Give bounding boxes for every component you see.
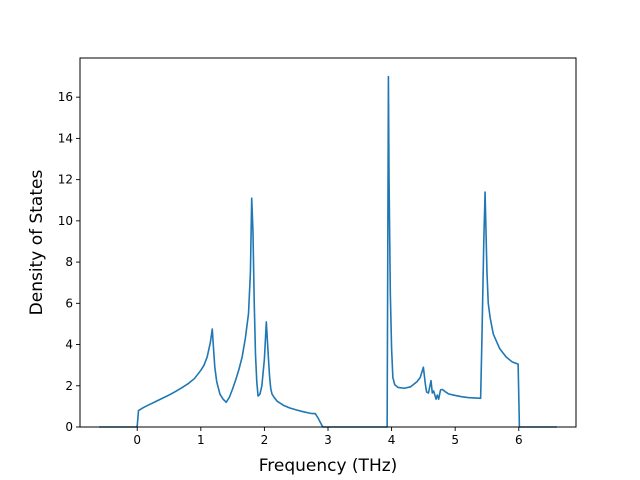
y-tick-label: 4 (65, 338, 73, 352)
x-axis: 0 1 2 3 4 5 6 (133, 427, 523, 447)
y-tick-label: 2 (65, 379, 73, 393)
x-tick-label: 5 (451, 433, 459, 447)
y-tick-label: 14 (58, 131, 73, 145)
x-tick-label: 1 (197, 433, 205, 447)
dos-series-line-0 (99, 75, 557, 428)
y-tick-label: 0 (65, 420, 73, 434)
y-tick-label: 6 (65, 296, 73, 310)
x-tick-label: 3 (324, 433, 332, 447)
plot-content (99, 75, 557, 428)
x-tick-label: 4 (388, 433, 396, 447)
x-tick-label: 6 (515, 433, 523, 447)
y-tick-label: 12 (58, 173, 73, 187)
x-tick-label: 0 (133, 433, 141, 447)
y-tick-label: 10 (58, 214, 73, 228)
plot-frame (79, 57, 577, 428)
x-tick-label: 2 (261, 433, 269, 447)
x-axis-title: Frequency (THz) (259, 456, 398, 476)
y-tick-label: 8 (65, 255, 73, 269)
y-axis-title: Density of States (27, 170, 47, 316)
y-axis: 0 2 4 6 8 10 12 14 16 (58, 90, 80, 434)
y-tick-label: 16 (58, 90, 73, 104)
